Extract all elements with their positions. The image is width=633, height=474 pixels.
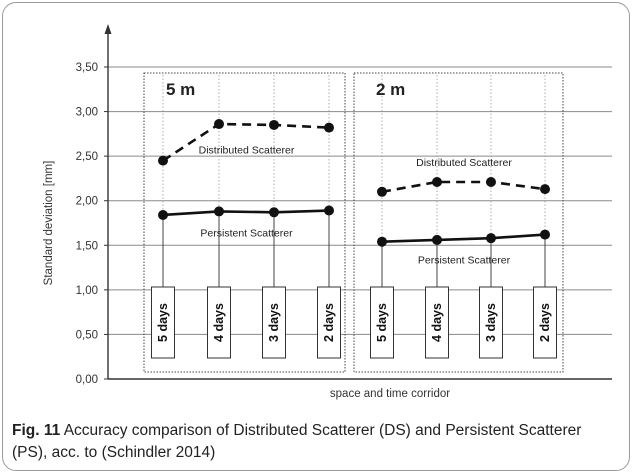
y-axis-arrow bbox=[104, 24, 112, 34]
ds-data-point bbox=[324, 122, 334, 133]
y-tick-label: 3,50 bbox=[76, 62, 98, 74]
category-box bbox=[370, 286, 394, 359]
y-axis-title: Standard deviation [mm] bbox=[43, 161, 55, 286]
category-label: 4 days bbox=[212, 303, 226, 342]
ds-series-line bbox=[381, 180, 546, 194]
x-axis-title: space and time corridor bbox=[330, 388, 450, 400]
ds-data-point bbox=[432, 176, 442, 187]
ds-data-point bbox=[486, 176, 496, 187]
category-box bbox=[533, 286, 557, 359]
ps-data-point bbox=[377, 236, 387, 247]
y-tick-label: 1,50 bbox=[76, 240, 98, 252]
figure-caption: Fig. 11 Accuracy comparison of Distribut… bbox=[12, 420, 612, 464]
panel-frame bbox=[353, 72, 564, 373]
panel-title: 2 m bbox=[376, 80, 405, 99]
panel-title: 5 m bbox=[166, 80, 195, 99]
ds-data-point bbox=[540, 184, 550, 195]
ds-data-point bbox=[158, 155, 168, 166]
y-tick-label: 0,00 bbox=[76, 374, 98, 386]
ps-series-line bbox=[162, 209, 330, 217]
ps-data-point bbox=[214, 206, 224, 217]
ps-data-point bbox=[158, 209, 168, 220]
category-box bbox=[317, 286, 341, 359]
ps-data-point bbox=[540, 229, 550, 240]
category-label: 2 days bbox=[538, 303, 552, 342]
ps-data-point bbox=[486, 233, 496, 244]
ds-series-label: Distributed Scatterer bbox=[199, 144, 295, 156]
ds-series-line bbox=[162, 122, 330, 162]
y-tick-label: 2,50 bbox=[76, 151, 98, 163]
y-tick-label: 0,50 bbox=[76, 329, 98, 341]
category-label: 5 days bbox=[156, 303, 170, 342]
category-label: 3 days bbox=[267, 303, 281, 342]
ds-data-point bbox=[269, 119, 279, 130]
category-box bbox=[207, 286, 231, 359]
category-box bbox=[479, 286, 503, 359]
ps-series-label: Persistent Scatterer bbox=[200, 227, 293, 239]
y-tick-label: 1,00 bbox=[76, 285, 98, 297]
y-tick-label: 2,00 bbox=[76, 196, 98, 208]
y-tick-label: 3,00 bbox=[76, 107, 98, 119]
ps-series-label: Persistent Scatterer bbox=[418, 255, 511, 267]
category-label: 5 days bbox=[375, 303, 389, 342]
ps-data-point bbox=[324, 205, 334, 216]
ds-data-point bbox=[377, 186, 387, 197]
caption-label: Fig. 11 bbox=[12, 422, 61, 439]
category-box bbox=[425, 286, 449, 359]
caption-text: Accuracy comparison of Distributed Scatt… bbox=[12, 422, 582, 461]
category-box bbox=[151, 286, 175, 359]
ds-series-label: Distributed Scatterer bbox=[416, 157, 512, 169]
ps-data-point bbox=[269, 207, 279, 218]
ps-series-line bbox=[381, 233, 546, 244]
category-label: 2 days bbox=[322, 303, 336, 342]
category-box bbox=[262, 286, 286, 359]
ps-data-point bbox=[432, 234, 442, 245]
category-label: 4 days bbox=[430, 303, 444, 342]
panel-frame bbox=[143, 72, 346, 373]
category-label: 3 days bbox=[484, 303, 498, 342]
ds-data-point bbox=[214, 119, 224, 130]
